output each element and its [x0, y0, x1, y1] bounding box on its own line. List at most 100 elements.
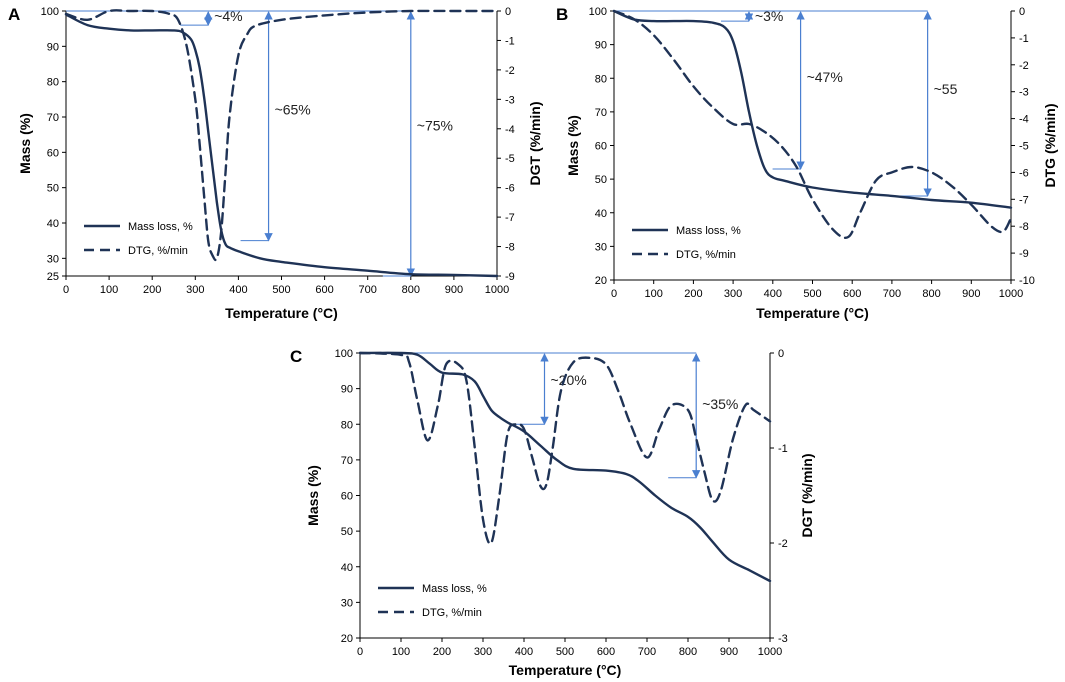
annotation-label: ~75% [417, 117, 453, 133]
y2-tick-label: -4 [505, 124, 515, 136]
y-tick-label: 30 [595, 241, 607, 253]
y-tick-label: 60 [595, 141, 607, 153]
x-tick-label: 400 [764, 288, 782, 300]
y2-tick-label: -3 [505, 94, 515, 106]
y-axis-title: Mass (%) [305, 465, 321, 526]
x-tick-label: 400 [229, 284, 247, 296]
series-line-mass [358, 351, 772, 583]
y-tick-label: 90 [47, 41, 59, 53]
legend-label: DTG, %/min [128, 245, 188, 257]
x-axis-title: Temperature (°C) [225, 305, 338, 321]
legend-label: Mass loss, % [676, 225, 741, 237]
annotation-label: ~55 [934, 81, 958, 97]
x-tick-label: 1000 [758, 646, 782, 658]
x-tick-label: 300 [724, 288, 742, 300]
series-line-dtg [358, 351, 772, 545]
x-tick-label: 600 [843, 288, 861, 300]
x-tick-label: 200 [143, 284, 161, 296]
annotation-label: ~47% [807, 69, 843, 85]
y2-tick-label: -8 [1019, 221, 1029, 233]
y-tick-label: 30 [47, 253, 59, 265]
annotation-label: ~4% [214, 8, 242, 24]
x-tick-label: 300 [474, 646, 492, 658]
x-tick-label: 200 [684, 288, 702, 300]
x-tick-label: 900 [962, 288, 980, 300]
y-tick-label: 20 [595, 275, 607, 287]
x-tick-label: 100 [392, 646, 410, 658]
y-tick-label: 40 [341, 562, 353, 574]
y2-tick-label: -4 [1019, 114, 1029, 126]
y2-tick-label: -6 [505, 183, 515, 195]
series-line-mass [64, 13, 499, 278]
x-tick-label: 700 [883, 288, 901, 300]
y2-axis-title: DGT (%/min) [527, 102, 543, 186]
y2-tick-label: -3 [778, 633, 788, 645]
x-tick-label: 500 [803, 288, 821, 300]
x-tick-label: 600 [315, 284, 333, 296]
x-tick-label: 500 [556, 646, 574, 658]
y-tick-label: 70 [341, 455, 353, 467]
x-tick-label: 800 [402, 284, 420, 296]
y2-tick-label: -7 [505, 212, 515, 224]
y-tick-label: 50 [595, 174, 607, 186]
panel-b: B0 100 200 300 400 500 600 700 800 900 10002030405… [556, 5, 1058, 321]
y-tick-label: 60 [47, 147, 59, 159]
annotation-label: ~35% [702, 396, 738, 412]
y-tick-label: 100 [589, 6, 607, 18]
y2-tick-label: -5 [1019, 141, 1029, 153]
annotation-label: ~20% [551, 372, 587, 388]
y-tick-label: 40 [47, 218, 59, 230]
y2-tick-label: 0 [1019, 6, 1025, 18]
y-axis-title: Mass (%) [565, 115, 581, 176]
panel-a: A0 100 200 300 400 500 600 700 800 900 10002530405… [8, 5, 543, 321]
y2-tick-label: -9 [1019, 248, 1029, 260]
y2-tick-label: -1 [505, 35, 515, 47]
x-tick-label: 300 [186, 284, 204, 296]
x-tick-label: 800 [922, 288, 940, 300]
y-tick-label: 70 [47, 112, 59, 124]
legend-label: Mass loss, % [128, 221, 193, 233]
y-tick-label: 30 [341, 597, 353, 609]
y-tick-label: 70 [595, 107, 607, 119]
y-tick-label: 90 [595, 40, 607, 52]
x-tick-label: 900 [720, 646, 738, 658]
x-tick-label: 100 [100, 284, 118, 296]
series-line-dtg [612, 9, 1013, 239]
panel-label: C [290, 347, 302, 366]
x-tick-label: 200 [433, 646, 451, 658]
y-tick-label: 80 [595, 73, 607, 85]
series-line-mass [612, 9, 1013, 209]
y2-tick-label: -8 [505, 242, 515, 254]
x-tick-label: 500 [272, 284, 290, 296]
y-tick-label: 80 [341, 419, 353, 431]
y2-tick-label: -7 [1019, 194, 1029, 206]
annotation-label: ~65% [275, 101, 311, 117]
y2-axis-title: DGT (%/min) [799, 454, 815, 538]
y2-tick-label: -3 [1019, 87, 1029, 99]
y2-tick-label: 0 [778, 348, 784, 360]
y-tick-label: 60 [341, 491, 353, 503]
y-axis-title: Mass (%) [17, 113, 33, 174]
x-tick-label: 700 [359, 284, 377, 296]
y2-tick-label: -1 [1019, 33, 1029, 45]
x-tick-label: 0 [611, 288, 617, 300]
x-axis-title: Temperature (°C) [756, 305, 869, 321]
y-tick-label: 25 [47, 271, 59, 283]
series-line-dtg [64, 9, 499, 262]
x-tick-label: 100 [645, 288, 663, 300]
y-tick-label: 50 [341, 526, 353, 538]
y2-tick-label: -2 [778, 538, 788, 550]
annotation-label: ~3% [755, 8, 783, 24]
panel-label: B [556, 5, 568, 24]
panel-label: A [8, 5, 20, 24]
x-tick-label: 800 [679, 646, 697, 658]
y2-tick-label: -9 [505, 271, 515, 283]
y-tick-label: 40 [595, 208, 607, 220]
y2-tick-label: -6 [1019, 167, 1029, 179]
y2-axis-title: DTG (%/min) [1042, 104, 1058, 188]
y2-tick-label: 0 [505, 6, 511, 18]
x-axis-title: Temperature (°C) [509, 662, 622, 678]
y2-tick-label: -1 [778, 443, 788, 455]
x-tick-label: 700 [638, 646, 656, 658]
